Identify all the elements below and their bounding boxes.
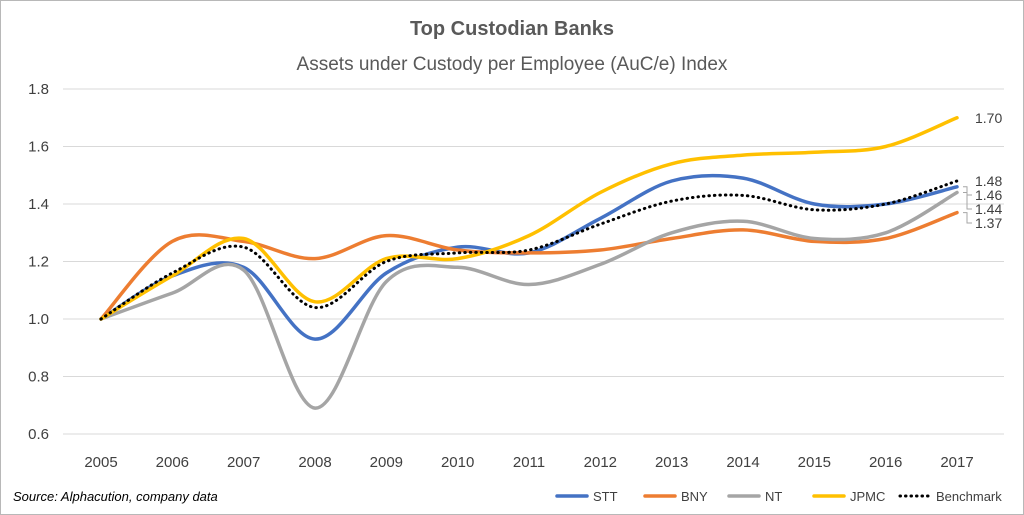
series-line-jpmc bbox=[99, 116, 959, 321]
legend-label-nt: NT bbox=[765, 489, 782, 504]
y-tick-label: 1.2 bbox=[28, 254, 49, 271]
series-lines bbox=[99, 116, 959, 410]
end-label-nt: 1.44 bbox=[975, 201, 1002, 217]
x-tick-label: 2012 bbox=[584, 454, 617, 471]
x-tick-label: 2015 bbox=[798, 454, 831, 471]
end-label-leader bbox=[963, 186, 972, 196]
x-tick-label: 2007 bbox=[227, 454, 260, 471]
y-tick-label: 1.4 bbox=[28, 196, 49, 213]
chart-subtitle: Assets under Custody per Employee (AuC/e… bbox=[297, 54, 728, 75]
x-tick-label: 2014 bbox=[726, 454, 759, 471]
x-tick-label: 2006 bbox=[156, 454, 189, 471]
legend-label-jpmc: JPMC bbox=[850, 489, 885, 504]
series-line-bny bbox=[99, 210, 959, 321]
end-label-leader bbox=[963, 212, 972, 224]
series-line-nt bbox=[99, 190, 959, 410]
series-line-stt bbox=[99, 173, 959, 341]
x-tick-label: 2017 bbox=[940, 454, 973, 471]
x-tick-label: 2009 bbox=[370, 454, 403, 471]
end-label-leader bbox=[963, 192, 972, 210]
x-tick-label: 2013 bbox=[655, 454, 688, 471]
y-tick-label: 1.8 bbox=[28, 81, 49, 98]
end-label-bny: 1.37 bbox=[975, 215, 1002, 231]
chart-title: Top Custodian Banks bbox=[410, 18, 614, 40]
gridlines bbox=[63, 88, 1004, 435]
x-tick-label: 2010 bbox=[441, 454, 474, 471]
series-line-benchmark bbox=[99, 179, 959, 321]
legend: STT BNY NT JPMC Benchmark bbox=[555, 489, 1002, 504]
end-label-jpmc: 1.70 bbox=[975, 110, 1002, 126]
y-tick-label: 0.8 bbox=[28, 369, 49, 386]
legend-label-bny: BNY bbox=[681, 489, 708, 504]
end-labels: 1.70 1.481.461.441.37 bbox=[963, 110, 1002, 231]
legend-label-benchmark: Benchmark bbox=[936, 489, 1002, 504]
y-tick-label: 0.6 bbox=[28, 426, 49, 443]
x-tick-label: 2011 bbox=[513, 454, 545, 471]
x-tick-label: 2016 bbox=[869, 454, 902, 471]
legend-label-stt: STT bbox=[593, 489, 618, 504]
x-tick-label: 2005 bbox=[84, 454, 117, 471]
x-tick-label: 2008 bbox=[298, 454, 331, 471]
y-axis-ticks: 0.6 0.8 1.0 1.2 1.4 1.6 1.8 bbox=[28, 81, 49, 443]
source-note: Source: Alphacution, company data bbox=[13, 489, 218, 504]
end-label-stt: 1.46 bbox=[975, 187, 1002, 203]
x-axis-ticks: 2005 2006 2007 2008 2009 2010 2011 2012 2013 2014… bbox=[84, 454, 973, 471]
end-label-benchmark: 1.48 bbox=[975, 173, 1002, 189]
y-tick-label: 1.0 bbox=[28, 311, 49, 328]
y-tick-label: 1.6 bbox=[28, 139, 49, 156]
